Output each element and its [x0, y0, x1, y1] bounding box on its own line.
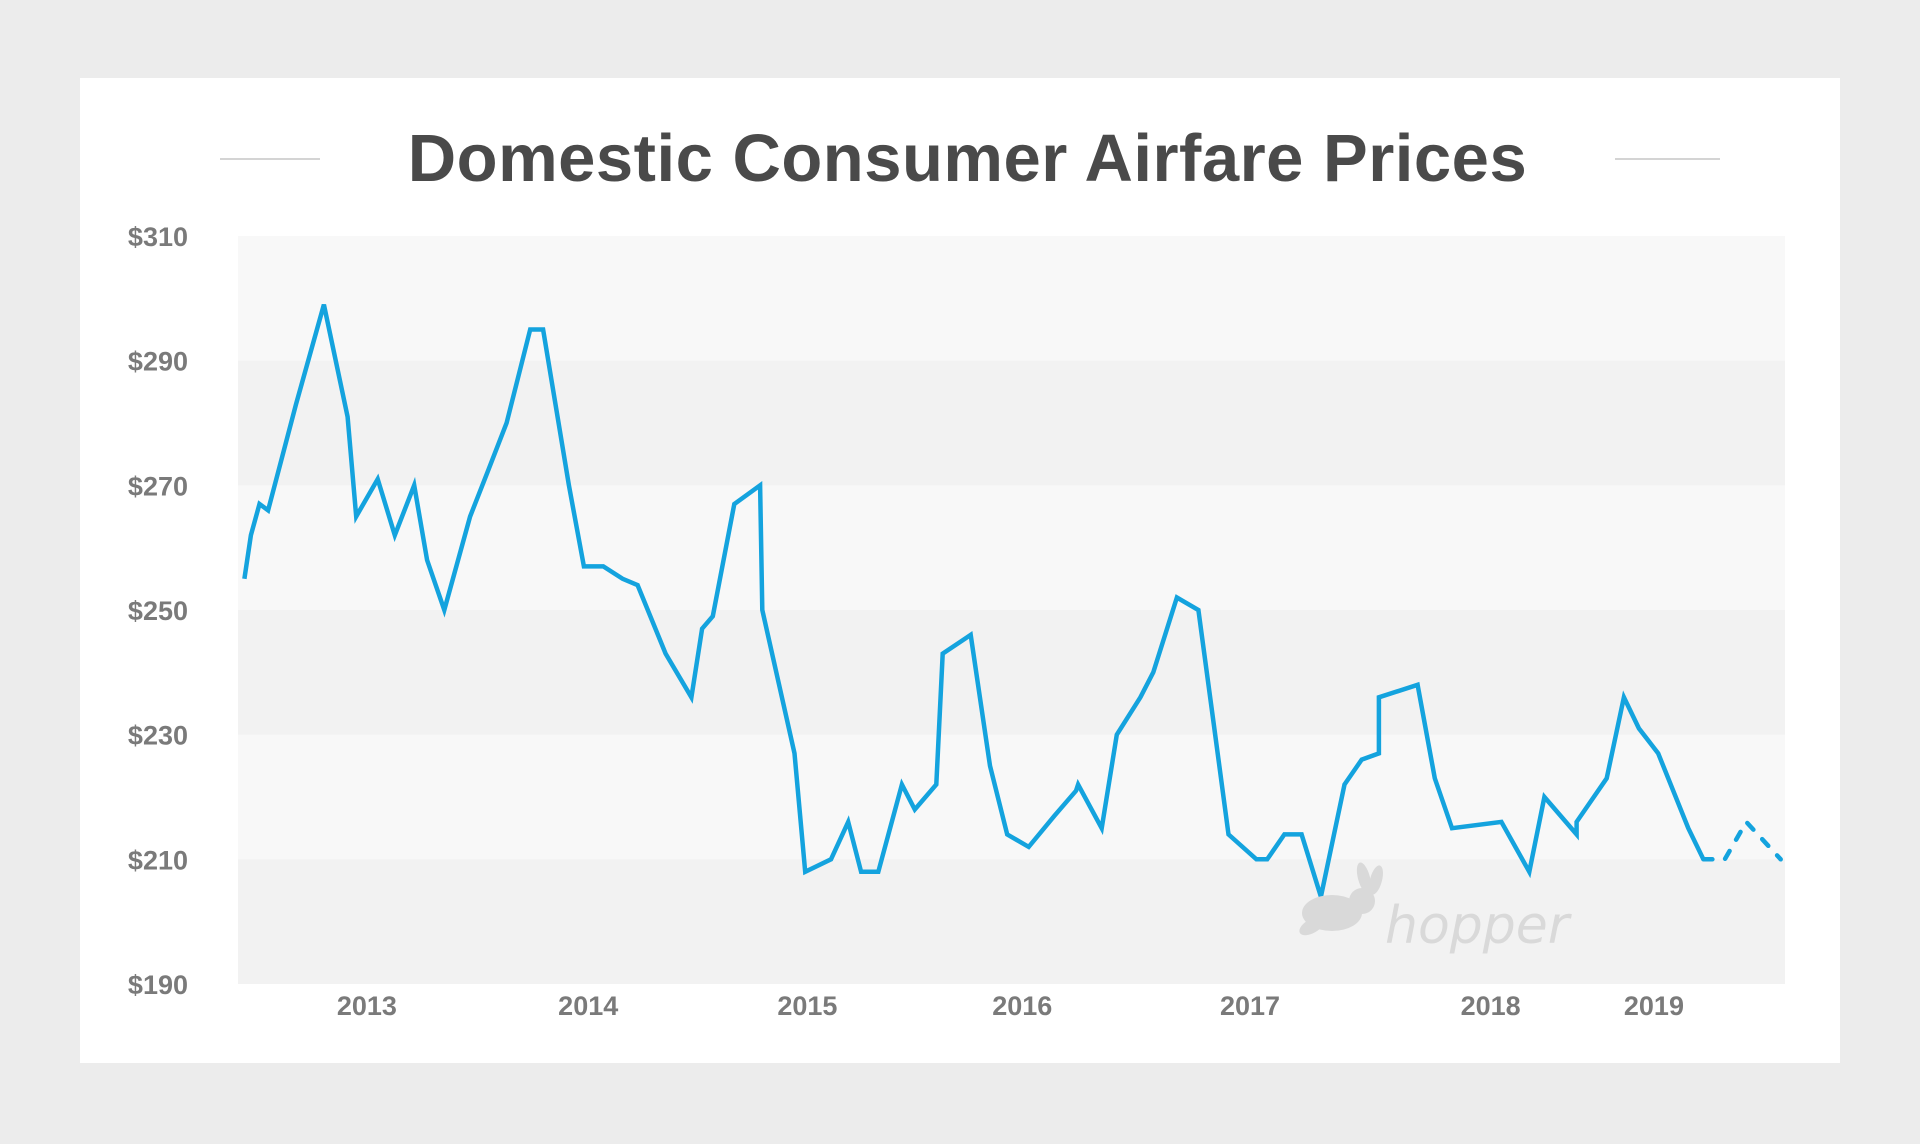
x-tick-label: 2015 [777, 991, 837, 1021]
y-tick-label: $270 [128, 471, 188, 501]
chart-title: Domestic Consumer Airfare Prices [407, 121, 1528, 196]
grid-band [238, 485, 1785, 610]
y-tick-label: $230 [128, 721, 188, 751]
rabbit-logo-icon [1299, 862, 1383, 936]
price-line [242, 303, 1706, 906]
line-chart: $190$210$230$250$270$290$310 2013 2014 201… [128, 222, 1785, 1021]
grid-bands [238, 236, 1785, 984]
y-tick-label: $290 [128, 347, 188, 377]
x-tick-label: 2016 [992, 991, 1052, 1021]
grid-band [238, 734, 1785, 860]
chart-card: Domestic Consumer Airfare Prices $190 $21… [80, 78, 1840, 1063]
x-axis: 2013 2014 2015 2016 2017 2018 2019 [337, 991, 1684, 1021]
y-axis: $190 $210 $230 $250 $270 $290 $310 [128, 222, 188, 1000]
series-lines [242, 303, 1783, 906]
title-divider-left [220, 158, 320, 160]
y-tick-label: $210 [128, 845, 188, 875]
title-row: Domestic Consumer Airfare Prices [80, 78, 1840, 248]
x-tick-label: 2018 [1461, 991, 1521, 1021]
forecast-line [1701, 818, 1783, 862]
x-tick-label: 2014 [558, 991, 618, 1021]
grid-band [238, 859, 1785, 984]
title-divider-right [1615, 158, 1720, 160]
x-tick-label: 2017 [1220, 991, 1280, 1021]
hopper-logo-text: hopper [1385, 896, 1573, 956]
y-tick-label: $250 [128, 596, 188, 626]
x-tick-label: 2013 [337, 991, 397, 1021]
y-tick-label: $190 [128, 970, 188, 1000]
x-tick-label: 2019 [1624, 991, 1684, 1021]
grid-band [238, 236, 1785, 361]
hopper-watermark: hopper [1299, 862, 1573, 956]
y-tick-label: $310 [128, 222, 188, 252]
grid-band [238, 610, 1785, 735]
grid-band [238, 360, 1785, 486]
